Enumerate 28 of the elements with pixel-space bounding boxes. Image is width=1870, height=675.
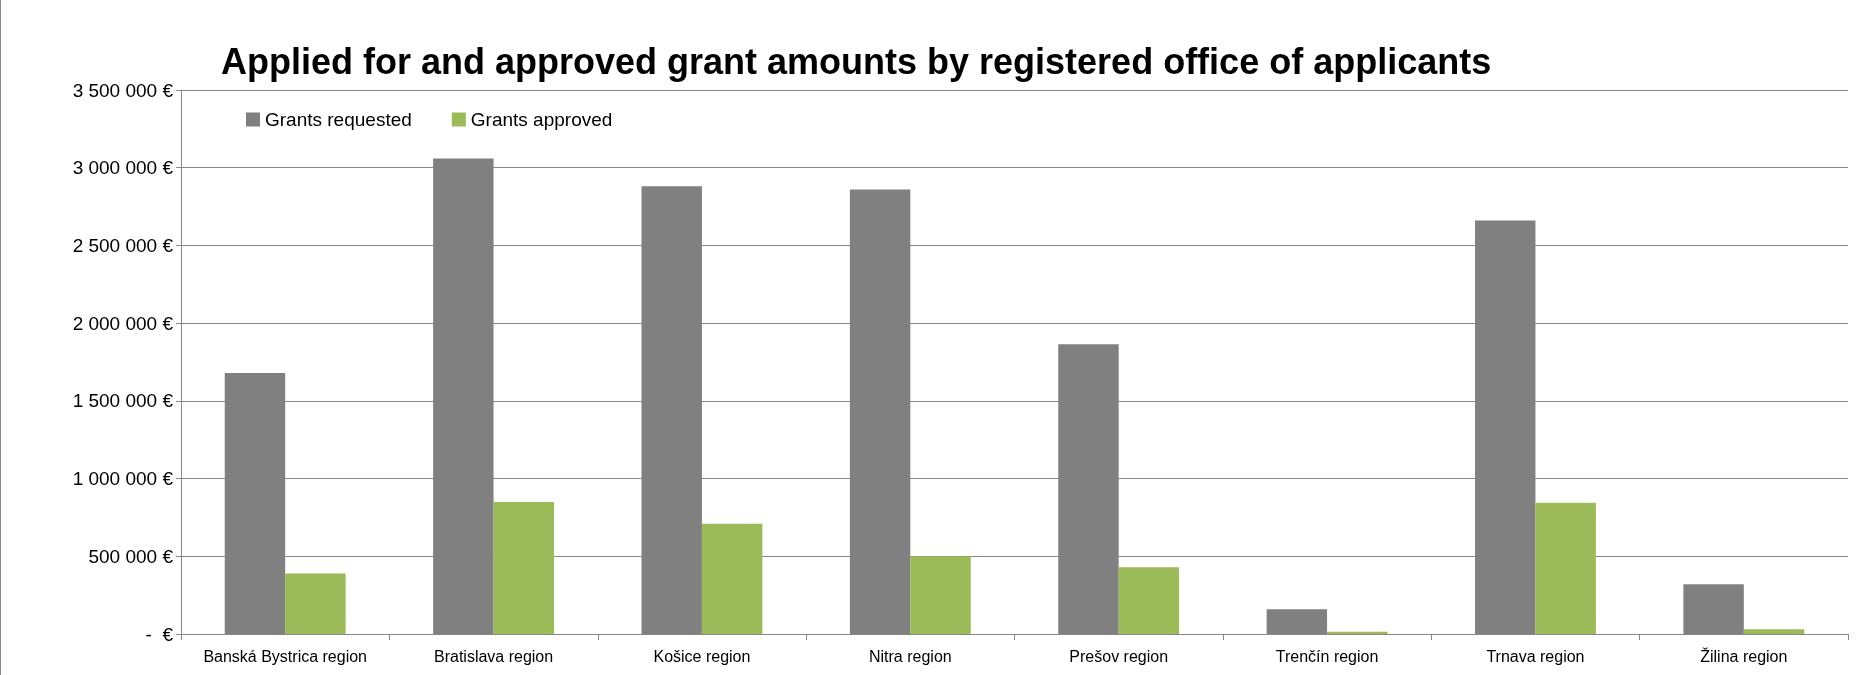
x-tick-label: Banská Bystrica region — [203, 647, 368, 665]
bar — [1743, 629, 1805, 634]
legend-label: Grants approved — [470, 109, 613, 130]
bar — [1118, 567, 1180, 634]
bar — [701, 523, 763, 634]
y-tick-label: 500 000 € — [88, 545, 174, 567]
y-tick-label: 2 500 000 € — [72, 234, 174, 256]
legend-label: Grants requested — [265, 109, 412, 130]
y-tick-label: 3 500 000 € — [72, 79, 174, 101]
y-tick-label: 3 000 000 € — [72, 157, 174, 179]
bar — [1266, 609, 1328, 634]
x-tick-label: Trenčín region — [1275, 647, 1379, 665]
x-tick-label: Trnava region — [1486, 647, 1585, 665]
bar — [1535, 502, 1596, 634]
x-tick-label: Bratislava region — [433, 647, 554, 665]
bar — [493, 501, 554, 634]
x-tick-label: Prešov region — [1069, 647, 1169, 665]
y-tick-label: 2 000 000 € — [72, 312, 174, 334]
chart-title: Applied for and approved grant amounts by registered office of applicants — [221, 40, 1492, 82]
y-tick-label: 1 000 000 € — [72, 468, 174, 490]
y-tick-label: 1 500 000 € — [72, 390, 174, 412]
x-tick-label: Košice region — [653, 647, 751, 665]
bar — [910, 556, 971, 634]
x-tick-label: Žilina region — [1700, 646, 1788, 665]
y-tick-label: - € — [145, 623, 174, 645]
bar — [285, 573, 346, 634]
x-tick-label: Nitra region — [868, 647, 952, 665]
bar — [1683, 584, 1744, 634]
